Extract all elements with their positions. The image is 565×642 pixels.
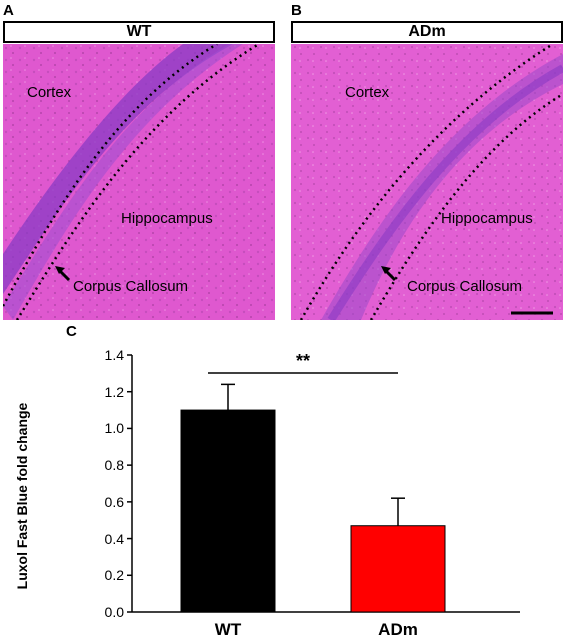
y-tick-label: 0.4 bbox=[104, 530, 124, 547]
label-corpus-callosum-wt: Corpus Callosum bbox=[73, 278, 189, 295]
label-corpus-callosum-adm: Corpus Callosum bbox=[407, 278, 523, 295]
label-cortex-wt: Cortex bbox=[27, 84, 72, 101]
panel-c-letter: C bbox=[66, 323, 77, 340]
y-tick-label: 1.0 bbox=[104, 420, 124, 437]
micrograph-adm-image bbox=[291, 44, 563, 320]
x-category-adm: ADm bbox=[378, 620, 418, 639]
micrograph-wt: Cortex Hippocampus Corpus Callosum bbox=[3, 44, 275, 320]
bar-wt bbox=[180, 409, 276, 613]
y-tick-label: 0.6 bbox=[104, 493, 124, 510]
x-category-wt: WT bbox=[214, 620, 242, 639]
panel-b-title: ADm bbox=[291, 21, 563, 43]
label-cortex-adm: Cortex bbox=[345, 84, 390, 101]
y-axis-label: Luxol Fast Blue fold change bbox=[14, 402, 30, 590]
y-tick-label: 0.2 bbox=[104, 567, 124, 584]
y-tick-label: 1.2 bbox=[104, 383, 124, 400]
panel-a-letter: A bbox=[3, 2, 14, 19]
micrograph-wt-image bbox=[3, 44, 275, 320]
label-hippocampus-wt: Hippocampus bbox=[121, 210, 213, 227]
significance-marker: ** bbox=[296, 351, 310, 371]
bar-adm bbox=[350, 525, 446, 613]
panel-a-title: WT bbox=[3, 21, 275, 43]
label-hippocampus-adm: Hippocampus bbox=[441, 210, 533, 227]
y-tick-label: 1.4 bbox=[104, 347, 124, 363]
panel-b-letter: B bbox=[291, 2, 302, 19]
y-tick-label: 0.0 bbox=[104, 604, 124, 620]
micrograph-adm: Cortex Hippocampus Corpus Callosum bbox=[291, 44, 563, 320]
y-tick-label: 0.8 bbox=[104, 457, 124, 474]
